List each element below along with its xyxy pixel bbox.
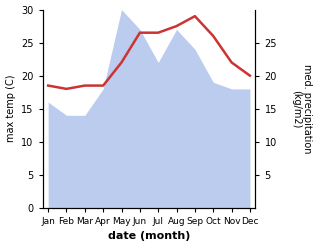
Y-axis label: med. precipitation
(kg/m2): med. precipitation (kg/m2)	[291, 64, 313, 153]
X-axis label: date (month): date (month)	[108, 231, 190, 242]
Y-axis label: max temp (C): max temp (C)	[5, 75, 16, 143]
